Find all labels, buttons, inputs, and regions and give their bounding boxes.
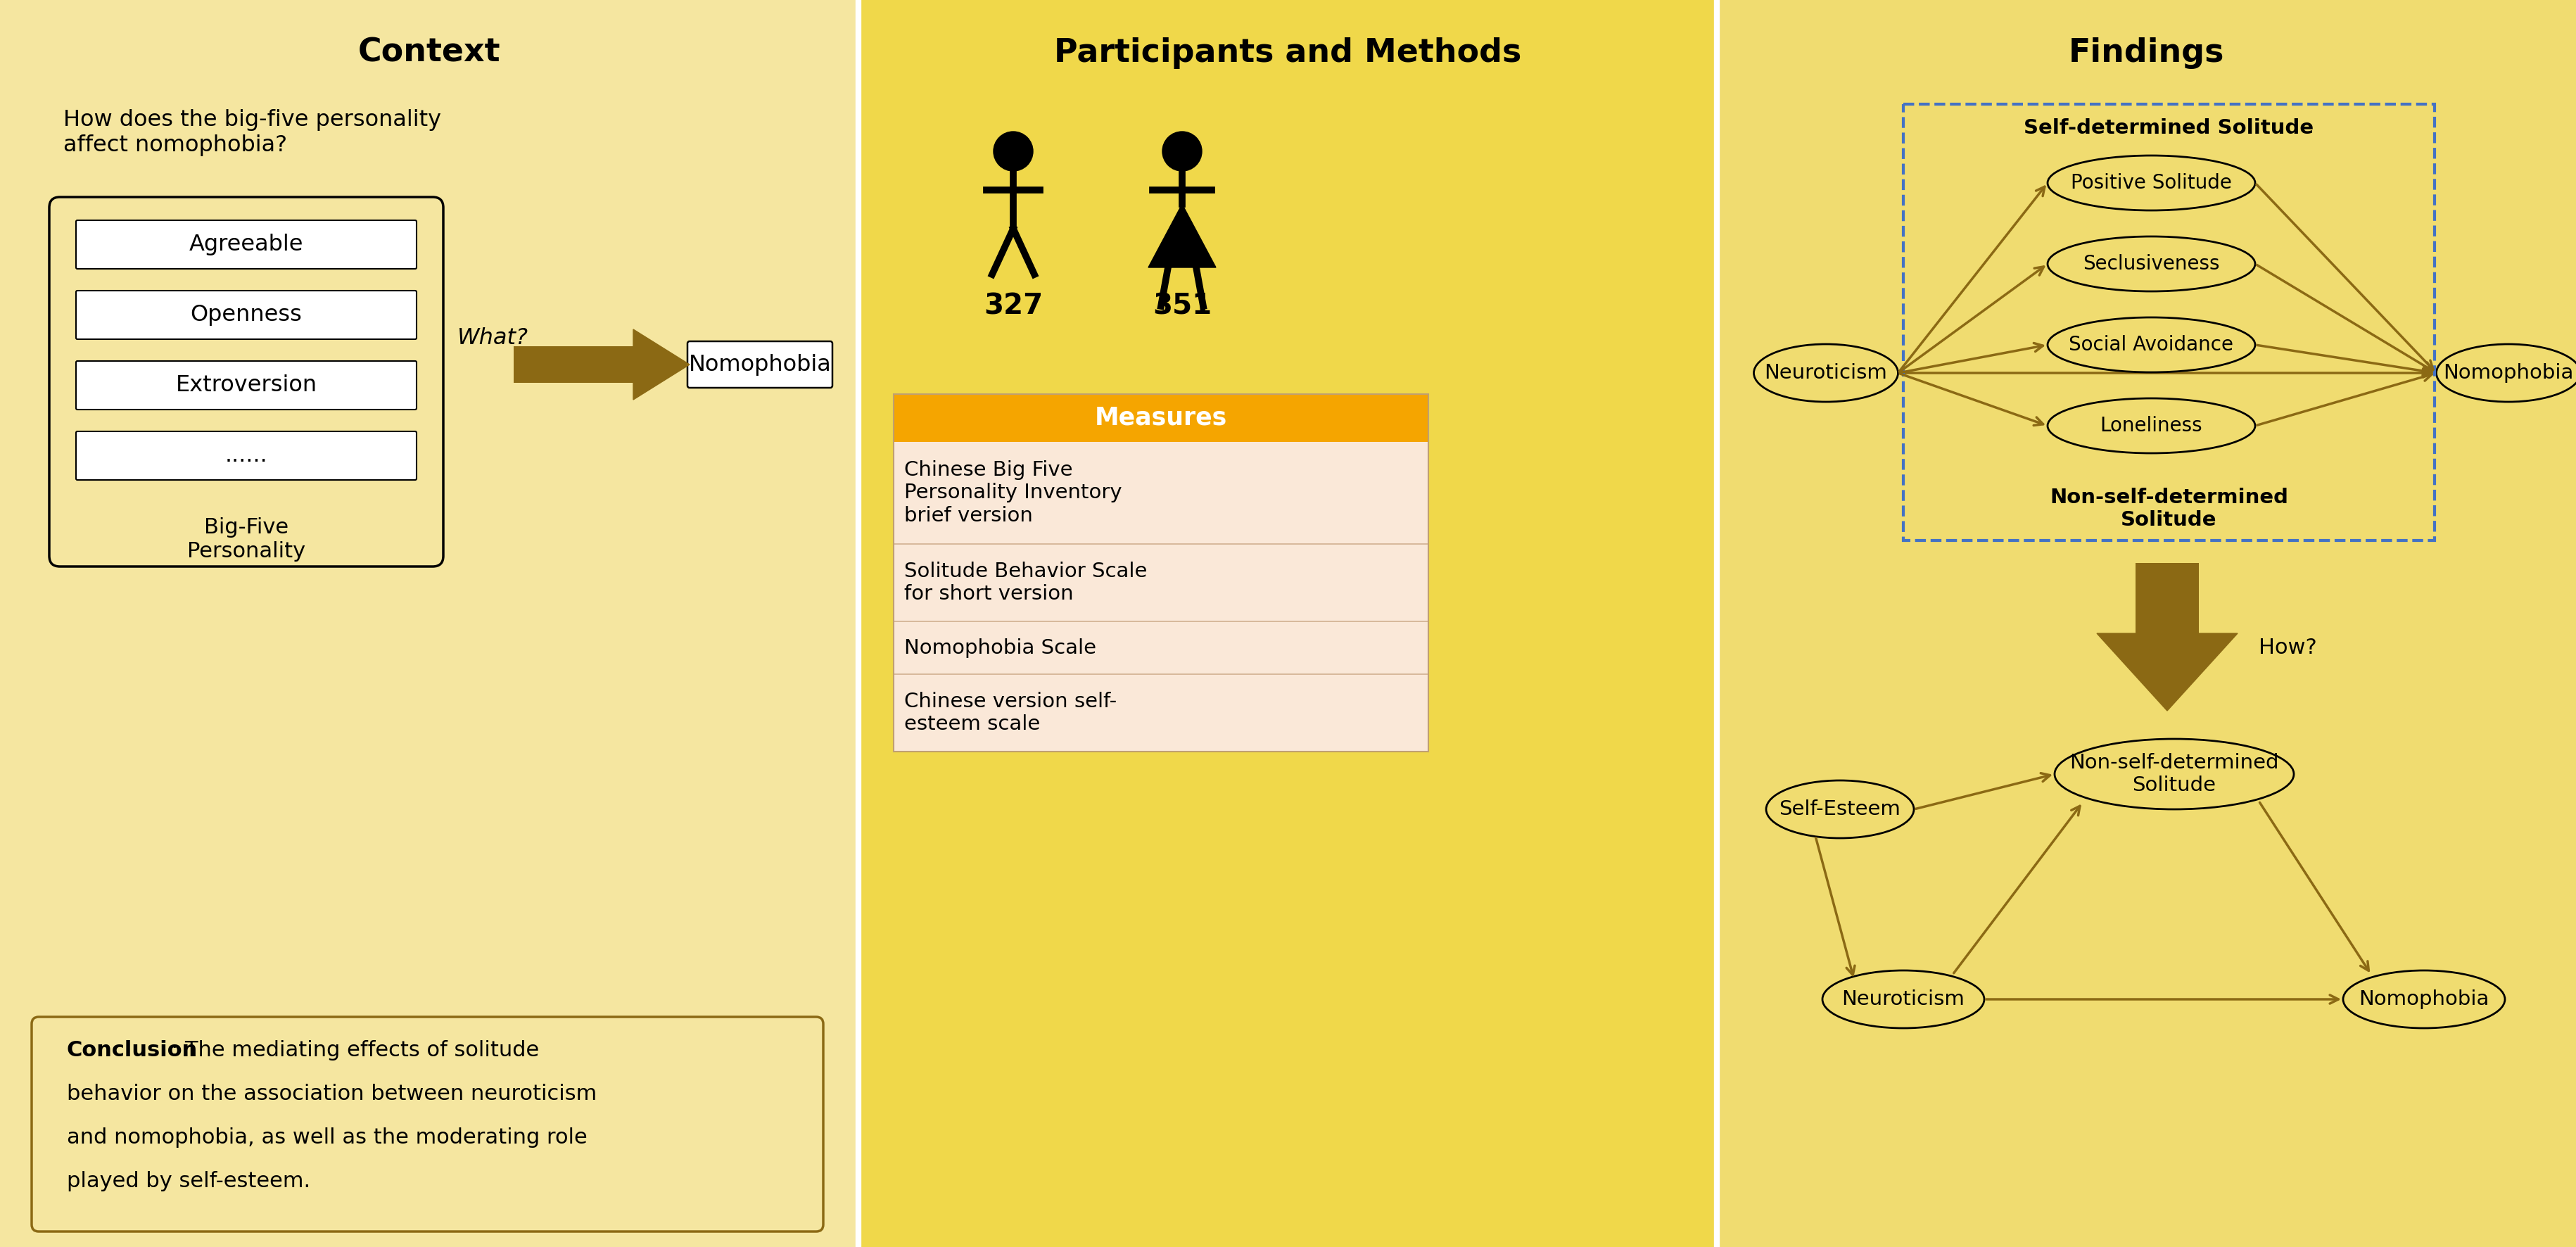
Text: 327: 327: [984, 292, 1043, 320]
Polygon shape: [2097, 633, 2239, 711]
Text: Big-Five
Personality: Big-Five Personality: [188, 518, 307, 561]
FancyBboxPatch shape: [77, 221, 417, 269]
Text: Participants and Methods: Participants and Methods: [1054, 37, 1522, 69]
Text: How does the big-five personality
affect nomophobia?: How does the big-five personality affect…: [64, 108, 440, 156]
Text: Chinese version self-
esteem scale: Chinese version self- esteem scale: [904, 692, 1118, 734]
Text: Nomophobia: Nomophobia: [2442, 363, 2573, 383]
Text: and nomophobia, as well as the moderating role: and nomophobia, as well as the moderatin…: [67, 1127, 587, 1147]
FancyBboxPatch shape: [1716, 0, 2576, 1247]
Ellipse shape: [2048, 398, 2254, 453]
Text: Self-Esteem: Self-Esteem: [1780, 799, 1901, 819]
Text: Loneliness: Loneliness: [2099, 416, 2202, 435]
Text: played by self-esteem.: played by self-esteem.: [67, 1171, 309, 1191]
Text: Measures: Measures: [1095, 407, 1226, 430]
Ellipse shape: [2056, 739, 2293, 809]
Text: Seclusiveness: Seclusiveness: [2084, 254, 2221, 274]
FancyBboxPatch shape: [77, 431, 417, 480]
Text: : The mediating effects of solitude: : The mediating effects of solitude: [170, 1040, 538, 1060]
Text: 351: 351: [1151, 292, 1211, 320]
Circle shape: [994, 132, 1033, 171]
Circle shape: [1162, 132, 1203, 171]
FancyBboxPatch shape: [894, 441, 1427, 752]
FancyBboxPatch shape: [0, 0, 858, 1247]
Text: Non-self-determined
Solitude: Non-self-determined Solitude: [2069, 753, 2280, 796]
FancyBboxPatch shape: [688, 342, 832, 388]
FancyBboxPatch shape: [894, 394, 1427, 441]
Text: Solitude Behavior Scale
for short version: Solitude Behavior Scale for short versio…: [904, 561, 1146, 604]
Ellipse shape: [2437, 344, 2576, 402]
Text: Self-determined Solitude: Self-determined Solitude: [2025, 118, 2313, 138]
Text: Agreeable: Agreeable: [188, 233, 304, 256]
Text: Social Avoidance: Social Avoidance: [2069, 335, 2233, 354]
Text: Neuroticism: Neuroticism: [1765, 363, 1888, 383]
Text: Nomophobia Scale: Nomophobia Scale: [904, 638, 1097, 657]
Text: Nomophobia: Nomophobia: [688, 354, 832, 375]
Ellipse shape: [1767, 781, 1914, 838]
Text: Nomophobia: Nomophobia: [2360, 989, 2488, 1009]
Text: Chinese Big Five
Personality Inventory
brief version: Chinese Big Five Personality Inventory b…: [904, 460, 1123, 526]
Text: How?: How?: [2259, 637, 2316, 657]
FancyBboxPatch shape: [77, 291, 417, 339]
Text: Openness: Openness: [191, 304, 301, 325]
Ellipse shape: [2048, 237, 2254, 292]
FancyBboxPatch shape: [858, 0, 1716, 1247]
Text: Positive Solitude: Positive Solitude: [2071, 173, 2231, 193]
Text: Context: Context: [358, 37, 500, 69]
Polygon shape: [634, 329, 690, 400]
Polygon shape: [1149, 205, 1216, 267]
Text: Conclusion: Conclusion: [67, 1040, 198, 1060]
Ellipse shape: [1754, 344, 1899, 402]
FancyBboxPatch shape: [2136, 562, 2200, 633]
Text: Findings: Findings: [2069, 37, 2223, 69]
Text: behavior on the association between neuroticism: behavior on the association between neur…: [67, 1084, 598, 1104]
Ellipse shape: [2048, 156, 2254, 211]
Text: ......: ......: [224, 444, 268, 466]
Text: Extroversion: Extroversion: [175, 374, 317, 395]
Ellipse shape: [2344, 970, 2504, 1028]
Ellipse shape: [1821, 970, 1984, 1028]
Text: Neuroticism: Neuroticism: [1842, 989, 1965, 1009]
Ellipse shape: [2048, 318, 2254, 373]
Text: What?: What?: [456, 327, 528, 349]
Text: Non-self-determined
Solitude: Non-self-determined Solitude: [2050, 488, 2287, 530]
FancyBboxPatch shape: [77, 362, 417, 409]
FancyBboxPatch shape: [513, 347, 634, 383]
